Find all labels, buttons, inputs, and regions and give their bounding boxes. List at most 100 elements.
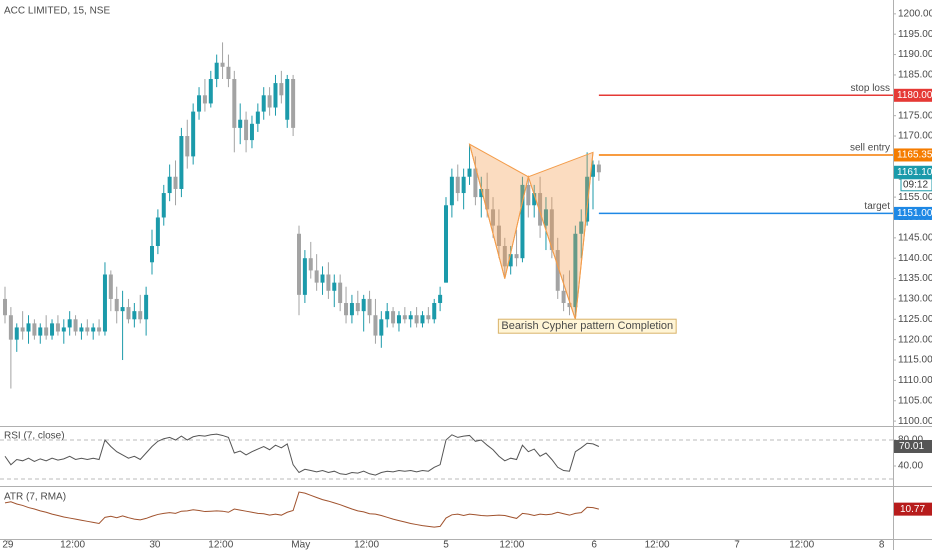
x-tick-label: 12:00: [499, 540, 524, 550]
candle-body: [179, 136, 184, 189]
candle-body: [144, 294, 149, 320]
candle-body: [132, 311, 137, 320]
candle-body: [267, 95, 272, 108]
annotation: Bearish Cypher pattern Completion: [501, 320, 673, 332]
candle-body: [361, 298, 366, 312]
candle-body: [249, 123, 254, 141]
candle-body: [508, 254, 513, 267]
candle-body: [308, 258, 313, 271]
level-name: target: [864, 201, 890, 212]
y-tick-label: 1185.00: [898, 70, 932, 81]
candle-body: [167, 176, 172, 194]
candle-body: [396, 315, 401, 324]
candle-body: [579, 221, 584, 234]
candle-body: [55, 323, 60, 332]
candle-body: [208, 79, 213, 104]
level-tag-label: 1165.35: [897, 150, 932, 161]
candle-body: [108, 274, 113, 299]
candle-body: [555, 250, 560, 291]
y-tick-label: 1145.00: [898, 232, 932, 243]
level-tag-label: 1151.00: [897, 208, 932, 219]
atr-tag: [894, 502, 932, 516]
level-tag: [894, 206, 932, 220]
candle-body: [479, 188, 484, 198]
candle-body: [332, 282, 337, 291]
last-price-tag: [894, 165, 932, 179]
x-tick-label: 12:00: [789, 540, 814, 550]
candle-body: [596, 164, 601, 173]
candle-body: [561, 290, 566, 304]
candle-body: [591, 164, 596, 177]
atr-title: ATR (7, RMA): [4, 492, 66, 503]
candle-body: [61, 327, 66, 332]
candle-body: [26, 323, 31, 332]
candle-body: [191, 111, 196, 157]
candle-body: [50, 323, 55, 336]
candle-body: [214, 62, 219, 80]
candle-body: [320, 274, 325, 283]
x-tick-label: 12:00: [208, 540, 233, 550]
candle-body: [238, 119, 243, 128]
candle-body: [97, 327, 102, 332]
candle-body: [502, 245, 507, 267]
candle-body: [302, 258, 307, 295]
candle-body: [296, 233, 301, 295]
countdown-tag: [900, 178, 932, 192]
candle-body: [220, 62, 225, 67]
y-tick-label: 1155.00: [898, 192, 932, 203]
level-name: stop loss: [851, 83, 890, 94]
candle-body: [449, 176, 454, 206]
y-tick-label: 1175.00: [898, 110, 932, 121]
candle-body: [114, 298, 119, 312]
candle-body: [44, 327, 49, 336]
candle-body: [173, 176, 178, 189]
candle-body: [438, 294, 443, 304]
candle-body: [385, 311, 390, 320]
level-tag-label: 1180.00: [897, 90, 932, 101]
x-tick-label: 12:00: [354, 540, 379, 550]
candle-body: [432, 303, 437, 320]
candle-body: [526, 184, 531, 206]
atr-line: [4, 491, 600, 528]
x-tick-label: 7: [734, 540, 740, 550]
candle-body: [261, 95, 266, 112]
candle-body: [373, 315, 378, 336]
candle-body: [73, 319, 78, 332]
candle-body: [126, 307, 131, 320]
candle-body: [285, 79, 290, 120]
candle-body: [185, 136, 190, 157]
candle-body: [326, 274, 331, 291]
candle-body: [120, 307, 125, 312]
y-tick-label: 1200.00: [898, 8, 932, 19]
candle-body: [573, 233, 578, 308]
level-tag: [894, 88, 932, 102]
candle-body: [255, 111, 260, 124]
x-tick-label: 8: [879, 540, 885, 550]
y-tick-label: 1125.00: [898, 314, 932, 325]
x-tick-label: 12:00: [645, 540, 670, 550]
rsi-line: [4, 433, 600, 476]
candle-body: [20, 327, 25, 332]
y-tick-label: 1195.00: [898, 29, 932, 40]
candle-body: [455, 176, 460, 194]
candle-body: [149, 245, 154, 263]
candle-body: [538, 193, 543, 226]
candle-body: [32, 323, 37, 336]
candle-body: [138, 311, 143, 320]
y-tick-label: 1110.00: [898, 375, 932, 386]
candle-body: [567, 303, 572, 308]
candle-body: [91, 327, 96, 332]
x-tick-label: 29: [2, 540, 14, 550]
candle-body: [85, 327, 90, 332]
candle-body: [496, 225, 501, 246]
y-tick-label: 1115.00: [898, 355, 932, 366]
x-tick-label: May: [291, 540, 310, 550]
candle-body: [226, 66, 231, 80]
candle-body: [338, 282, 343, 304]
candle-body: [444, 205, 449, 283]
candle-body: [549, 209, 554, 251]
candle-body: [344, 303, 349, 316]
last-price-label: 1161.10: [897, 167, 932, 178]
